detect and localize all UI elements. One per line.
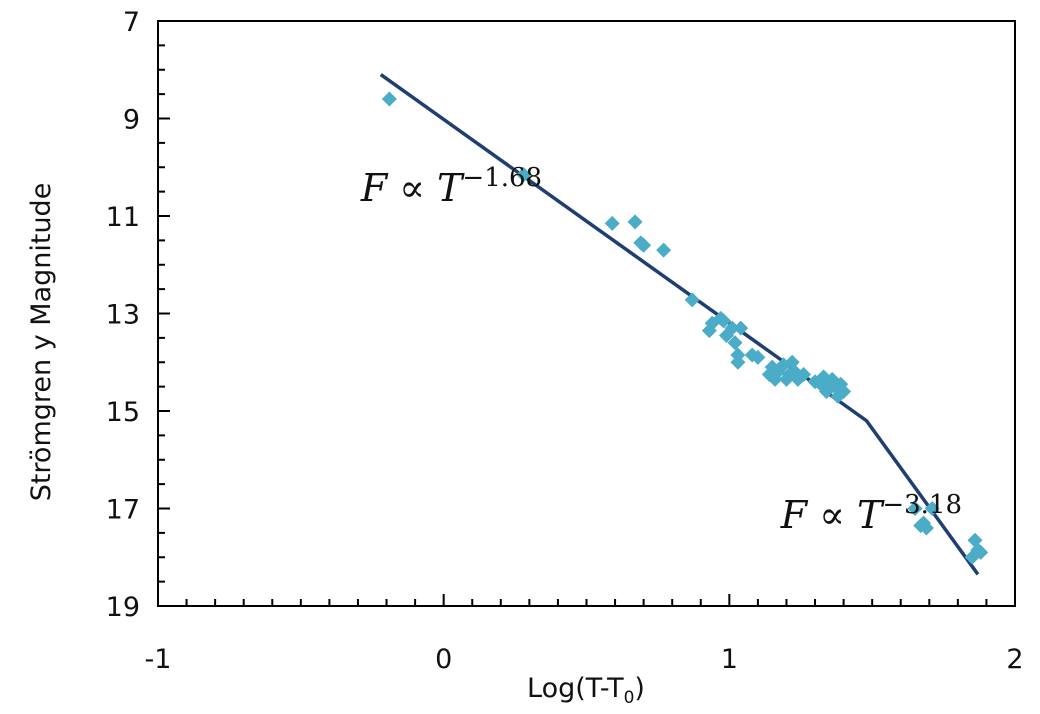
y-tick-labels: 7 9 11 13 15 17 19 (106, 7, 140, 623)
power-law-annotation: F ∝ T−3.18 (780, 490, 962, 537)
data-point (716, 313, 732, 329)
data-point (750, 349, 766, 365)
annotation-exponent: −1.68 (462, 163, 542, 193)
y-axis-title: Strömgren y Magnitude (26, 183, 57, 502)
x-axis-title-main: Log(T-T (527, 673, 624, 704)
y-tick-label: 11 (106, 202, 140, 233)
x-tick-label: -1 (145, 644, 172, 675)
data-point (796, 366, 812, 382)
y-tick-label: 15 (106, 397, 140, 428)
data-point (381, 91, 397, 107)
fit-line (379, 73, 980, 576)
y-tick-label: 17 (106, 495, 140, 526)
data-point (973, 544, 989, 560)
tick-marks (157, 20, 1016, 607)
x-axis-title-close: ) (634, 673, 645, 704)
data-point (836, 384, 852, 399)
x-tick-label: 0 (435, 644, 452, 675)
x-axis-title: Log(T-T0) (527, 673, 645, 708)
data-point (604, 215, 620, 231)
power-law-annotation: F ∝ T−1.68 (360, 163, 542, 210)
y-tick-label: 7 (123, 7, 140, 38)
annotation-base: F ∝ T (360, 166, 465, 210)
x-tick-labels: -1 0 1 2 (145, 644, 1024, 675)
x-tick-label: 2 (1006, 644, 1023, 675)
data-point (730, 354, 746, 370)
x-axis-title-subscript: 0 (624, 688, 635, 708)
data-point (684, 292, 700, 308)
data-point (627, 214, 643, 230)
data-point (907, 501, 923, 516)
annotation-base: F ∝ T (780, 493, 885, 537)
annotations: F ∝ T−1.68F ∝ T−3.18 (360, 163, 962, 537)
data-point (636, 237, 652, 253)
y-tick-label: 13 (106, 300, 140, 331)
data-point (924, 501, 940, 516)
y-tick-label: 9 (123, 105, 140, 136)
y-tick-label: 19 (106, 592, 140, 623)
data-point (727, 335, 743, 351)
data-point (656, 242, 672, 258)
data-point (918, 520, 934, 536)
annotation-exponent: −3.18 (882, 490, 962, 520)
x-tick-label: 1 (721, 644, 738, 675)
data-point (724, 320, 740, 336)
data-point (733, 320, 749, 336)
data-point (516, 167, 532, 183)
data-points (381, 91, 989, 565)
